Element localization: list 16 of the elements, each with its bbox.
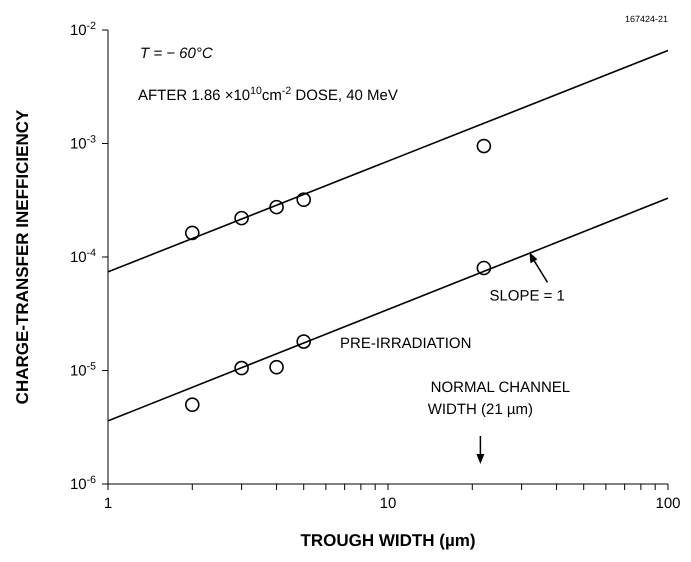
annotation: SLOPE = 1 [489,287,565,304]
x-tick-label: 1 [104,495,112,512]
y-tick-label: 10$^{-2}$ [70,20,96,39]
text: 167424-21 [624,14,668,24]
x-tick-label: 100 [655,495,681,512]
y-tick-label: 10$^{-6}$ [70,474,96,493]
annotation: AFTER 1.86 ×10$^{10}$cm$^{-2}$ DOSE, 40 MeV [138,85,398,104]
x-tick-label: 10 [380,495,396,512]
y-tick-label: 10$^{-4}$ [70,247,96,266]
y-tick-label: 10$^{-3}$ [70,134,96,152]
y-tick-label: 10$^{-5}$ [70,360,96,380]
annotation: PRE-IRRADIATION [340,335,472,352]
y-axis-title: CHARGE-TRANSFER INEFFICIENCY [13,109,32,404]
x-axis-title: TROUGH WIDTH (µm) [300,531,476,550]
annotation: NORMAL CHANNEL WIDTH (21 µm) [428,379,570,418]
annotation: T = − 60°C [140,45,213,62]
